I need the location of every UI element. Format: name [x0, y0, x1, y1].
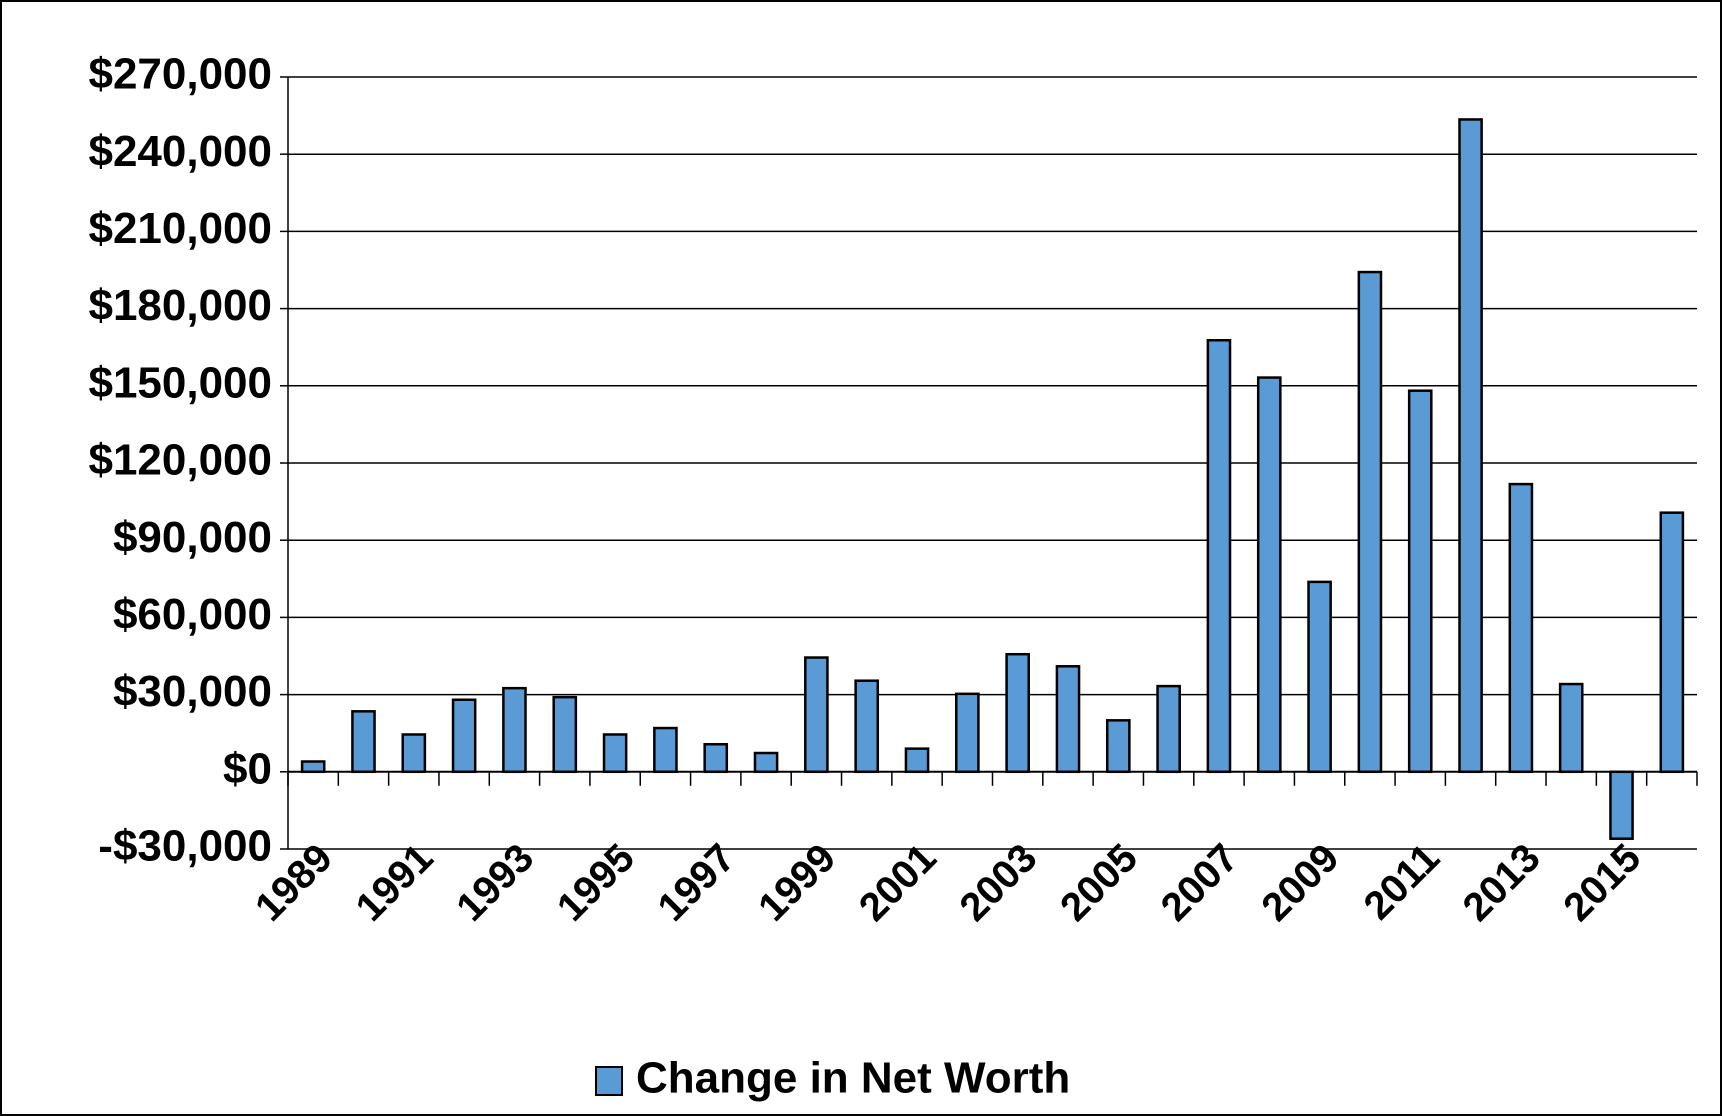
bar [451, 698, 477, 774]
bar [1609, 770, 1634, 840]
bar [1407, 389, 1433, 774]
bar [753, 751, 779, 774]
y-tick-label: -$30,000 [98, 822, 272, 871]
y-tick-label: $0 [223, 744, 272, 793]
y-tick-label: $270,000 [88, 50, 272, 99]
bar [955, 692, 980, 774]
bar [1659, 511, 1685, 774]
bar [1307, 580, 1332, 774]
bar [1256, 376, 1282, 774]
y-tick-label: $30,000 [113, 667, 272, 716]
y-tick-label: $240,000 [88, 127, 272, 176]
y-tick-label: $120,000 [88, 436, 272, 485]
bar [351, 710, 376, 774]
bar [703, 743, 729, 774]
bar [904, 747, 930, 774]
y-tick-label: $210,000 [88, 204, 272, 253]
bar [1055, 665, 1081, 774]
bar [804, 656, 829, 774]
bar [854, 679, 880, 774]
bar [502, 686, 527, 774]
bar [1558, 682, 1584, 774]
y-tick-label: $90,000 [113, 513, 272, 562]
bar [602, 733, 628, 774]
bar [1357, 270, 1383, 774]
y-tick-label: $60,000 [113, 590, 272, 639]
legend-swatch [595, 1066, 623, 1096]
bar [1105, 719, 1131, 774]
bar [1458, 118, 1483, 774]
bar [1508, 482, 1534, 774]
bar [1005, 652, 1030, 774]
bar [1206, 339, 1232, 774]
legend-label: Change in Net Worth [636, 1054, 1070, 1103]
bar [653, 726, 678, 774]
bar [552, 695, 578, 774]
y-tick-label: $180,000 [88, 281, 272, 330]
y-tick-label: $150,000 [88, 358, 272, 407]
bar [300, 760, 326, 774]
bar [401, 733, 427, 774]
bar [1156, 684, 1181, 774]
